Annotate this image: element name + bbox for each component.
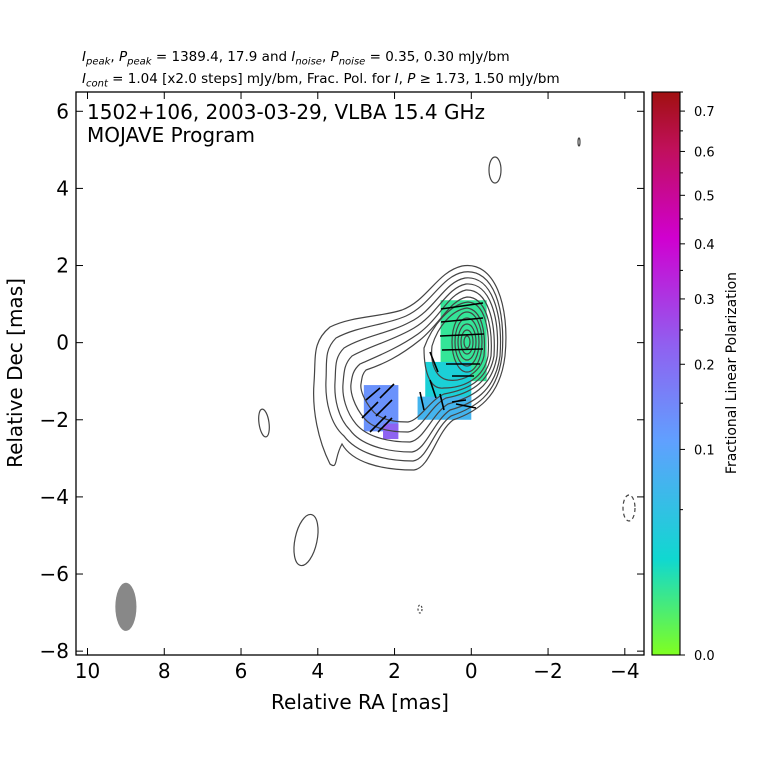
colorbar (651, 91, 681, 656)
contour-level-6 (360, 296, 492, 423)
contour-level-1 (313, 264, 507, 471)
x-tick-label: 6 (235, 659, 248, 683)
contour-level-10 (454, 317, 480, 367)
y-tick-label: −2 (40, 408, 69, 432)
colorbar-tick-label: 0.5 (694, 189, 715, 204)
plot-frame (75, 91, 645, 656)
isolated-contour-west (258, 408, 270, 438)
colorbar-tick-labels: 0.0 0.1 0.2 0.3 0.4 0.5 0.6 0.7 (694, 105, 715, 664)
evpa-ticks (361, 302, 485, 433)
x-tick-label: 2 (388, 659, 401, 683)
isolated-contour-north (488, 156, 502, 184)
y-tick-label: −6 (40, 562, 69, 586)
colorbar-tick-label: 0.3 (694, 293, 715, 308)
colorbar-tick-label: 0.0 (694, 649, 715, 664)
axis-ticks (76, 92, 644, 655)
y-tick-label: −8 (40, 639, 69, 663)
negative-contour-east (622, 494, 636, 522)
colorbar-tick-label: 0.2 (694, 358, 715, 373)
contour-header: Icont = 1.04 [x2.0 steps] mJy/bm, Frac. … (82, 71, 560, 90)
x-tick-label: 0 (465, 659, 478, 683)
contour-level-9 (451, 311, 483, 373)
colorbar-ticks (680, 91, 685, 656)
plot-title-line2: MOJAVE Program (87, 123, 255, 147)
colorbar-tick-label: 0.7 (694, 105, 715, 120)
y-axis-label: Relative Dec [mas] (3, 278, 27, 468)
colorbar-label: Fractional Linear Polarization (724, 272, 740, 474)
contour-level-2 (325, 271, 504, 462)
plot-title-line1: 1502+106, 2003-03-29, VLBA 15.4 GHz (87, 100, 485, 124)
negative-contour-south (417, 604, 423, 614)
contour-level-7 (423, 301, 490, 389)
x-tick-label: 4 (311, 659, 324, 683)
x-tick-label: −2 (533, 659, 562, 683)
colorbar-tick-label: 0.4 (694, 238, 715, 253)
contour-level-11 (457, 323, 477, 361)
x-tick-label: 10 (75, 659, 100, 683)
x-tick-label: −4 (610, 659, 639, 683)
colorbar-tick-label: 0.1 (694, 443, 715, 458)
y-tick-label: −4 (40, 485, 69, 509)
x-axis-label: Relative RA [mas] (271, 690, 449, 714)
colorbar-tick-label: 0.6 (694, 145, 715, 160)
contour-level-12 (460, 329, 474, 355)
axis-tick-labels: 10 8 6 4 2 0 −2 −4 6 4 2 0 −2 −4 −6 −8 (40, 99, 640, 683)
contour-level-8 (431, 307, 486, 381)
peak-noise-header: Ipeak, Ppeak = 1389.4, 17.9 and Inoise, … (82, 49, 510, 68)
restoring-beam (115, 582, 137, 631)
contour-level-13 (463, 335, 471, 349)
y-tick-label: 0 (56, 331, 69, 355)
contour-level-5 (350, 289, 495, 433)
x-tick-label: 8 (158, 659, 171, 683)
isolated-contour-far-north (577, 137, 581, 147)
y-tick-label: 6 (56, 99, 69, 123)
y-tick-label: 4 (56, 176, 69, 200)
isolated-contour-south (293, 513, 319, 567)
y-tick-label: 2 (56, 254, 69, 278)
